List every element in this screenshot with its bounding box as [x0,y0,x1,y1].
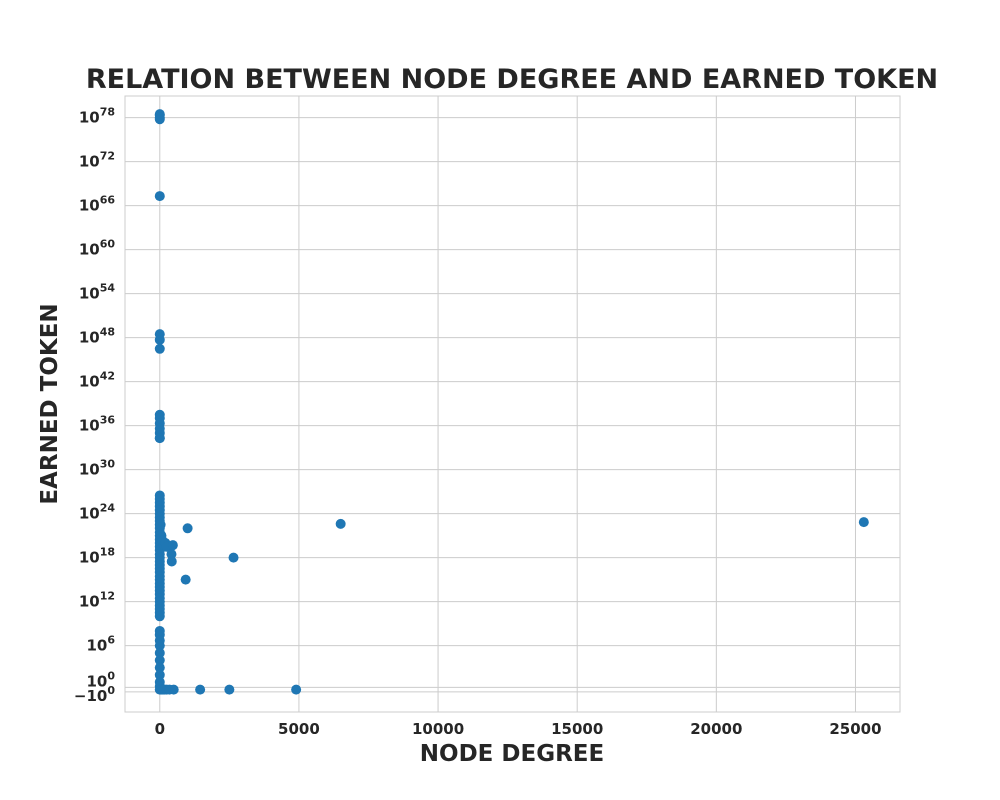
scatter-point [154,669,165,680]
x-tick-label: 20000 [690,720,742,738]
y-tick-label: 1018 [79,546,115,567]
scatter-point [154,433,165,444]
x-tick-label: 25000 [829,720,881,738]
scatter-point [155,519,166,530]
scatter-point [224,684,235,695]
scatter-point [154,655,165,666]
plot-frame [124,95,901,713]
scatter-point [335,518,346,529]
x-tick-label: 15000 [551,720,603,738]
scatter-point [154,662,165,673]
y-tick-label: 1042 [79,370,115,391]
scatter-point [167,540,178,551]
scatter-point [168,684,179,695]
scatter-point [228,552,239,563]
y-tick-label: 1024 [79,502,116,523]
scatter-point [154,647,165,658]
scatter-point [195,684,206,695]
scatter-point [182,523,193,534]
scatter-point [154,334,165,345]
y-tick-label: 1048 [79,326,115,347]
x-tick-labels: 0 5000 10000 15000 20000 25000 [155,720,882,738]
points-layer [154,109,869,695]
y-tick-label: −100 [74,684,115,705]
scatter-point [166,549,177,560]
scatter-point [154,611,165,622]
y-tick-label: 1036 [79,414,116,435]
y-tick-label: 1066 [79,194,116,215]
y-tick-label: 1078 [79,106,115,127]
scatter-point [154,343,165,354]
scatter-point [291,684,302,695]
x-tick-label: 0 [155,720,165,738]
grid-layer [125,96,900,712]
chart-title: RELATION BETWEEN NODE DEGREE AND EARNED … [86,64,938,95]
x-axis-label: NODE DEGREE [420,741,604,767]
scatter-point [858,517,869,528]
y-tick-label: 1054 [79,282,116,303]
scatter-point [154,191,165,202]
scatter-point [180,574,191,585]
y-tick-label: 106 [86,634,115,655]
x-tick-label: 10000 [412,720,464,738]
scatter-point [154,640,165,651]
scatter-point [154,114,165,125]
y-axis-label: EARNED TOKEN [37,303,63,504]
y-tick-label: 1060 [79,238,116,259]
y-tick-label: 1030 [79,458,116,479]
y-tick-label: 1012 [79,590,115,611]
y-tick-label: 1072 [79,150,115,171]
y-tick-label: 100 [86,669,115,690]
scatter-point [166,556,177,567]
x-tick-label: 5000 [278,720,320,738]
